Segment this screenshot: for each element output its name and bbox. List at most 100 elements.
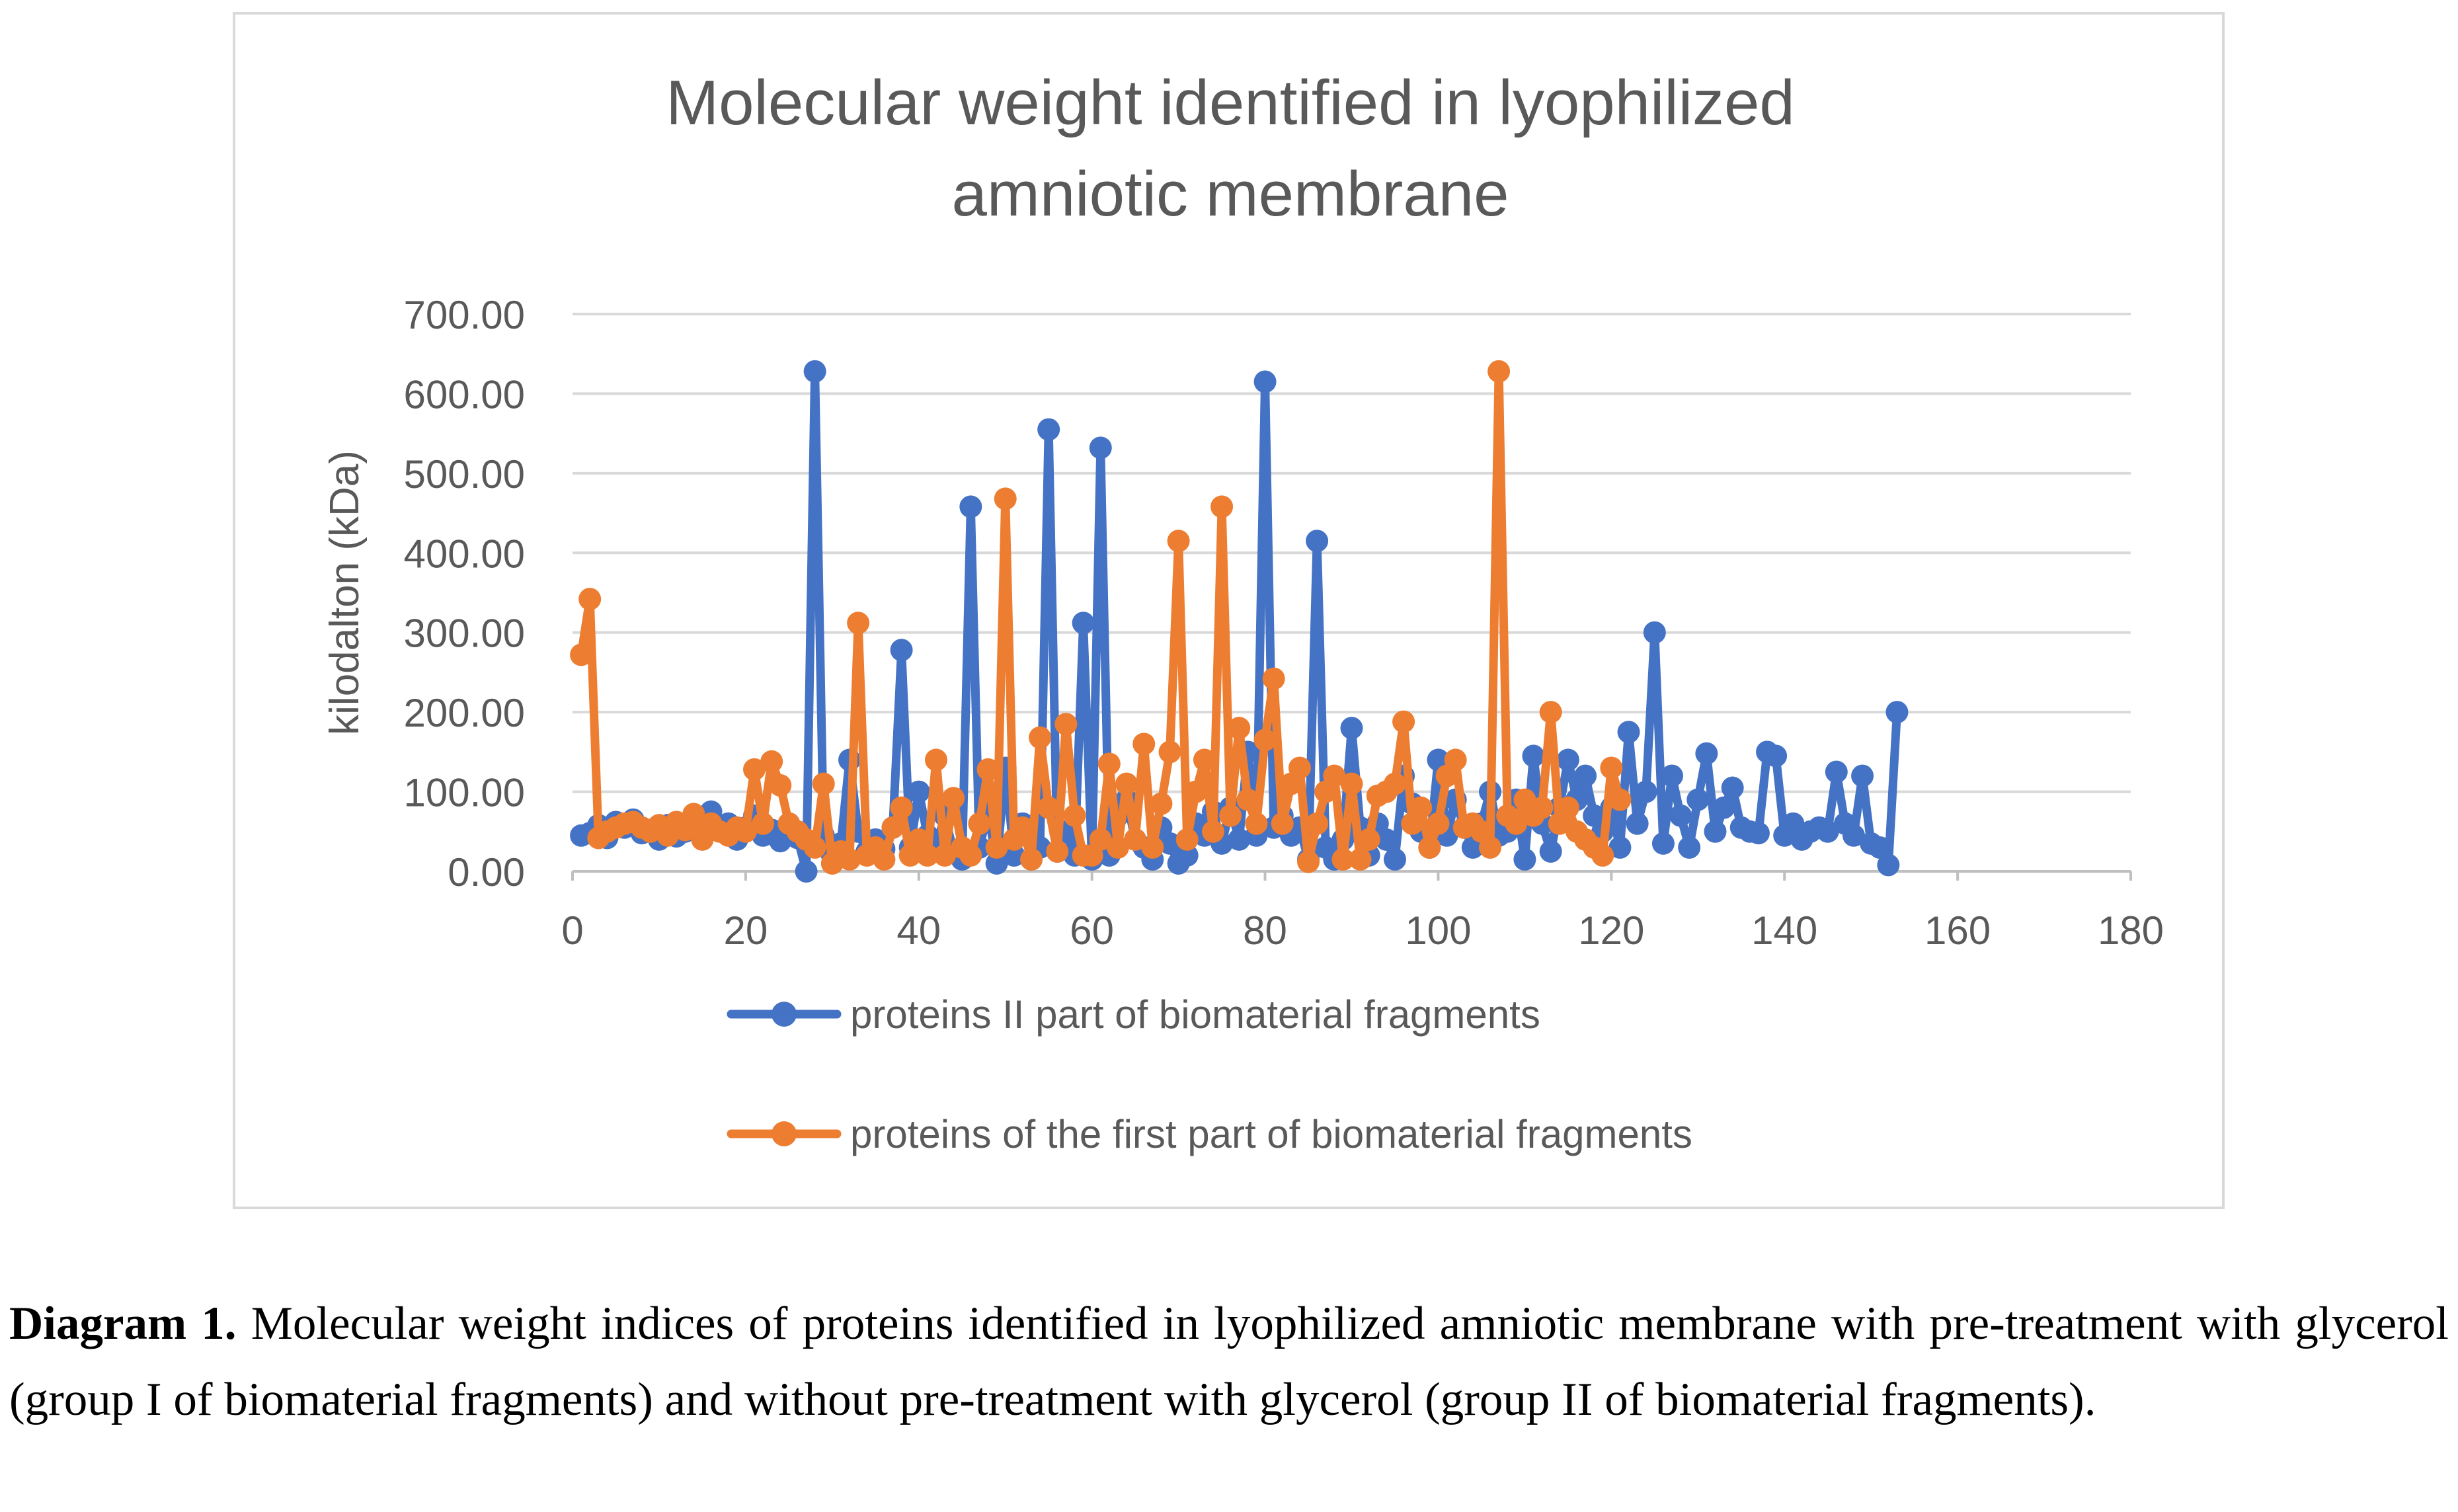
legend-entry-2: proteins of the first part of biomateria…: [727, 1112, 1692, 1156]
x-tick-label: 20: [724, 908, 768, 953]
legend: proteins II part of biomaterial fragment…: [727, 992, 1692, 1156]
data-point: [682, 803, 705, 826]
data-point: [838, 848, 861, 871]
data-point: [1002, 844, 1025, 867]
data-point: [1574, 764, 1597, 787]
data-point: [1046, 840, 1069, 863]
data-point: [907, 780, 930, 803]
data-point: [933, 844, 957, 867]
data-point: [1306, 812, 1329, 835]
data-point: [1236, 788, 1259, 811]
data-point: [1600, 756, 1623, 779]
data-point: [1210, 495, 1234, 518]
data-point: [1340, 772, 1363, 795]
data-point: [1219, 804, 1242, 827]
x-tick-label: 0: [561, 908, 583, 953]
data-point: [1097, 752, 1121, 776]
data-point: [803, 836, 826, 859]
series-2: [570, 360, 1632, 875]
y-tick-label: 0.00: [448, 850, 525, 895]
data-point: [1306, 530, 1329, 553]
data-point: [742, 758, 766, 781]
data-point: [1556, 748, 1579, 772]
data-point: [890, 796, 913, 819]
legend-marker: [772, 1002, 797, 1027]
data-point: [1608, 836, 1632, 859]
data-point: [1626, 812, 1649, 835]
data-point: [752, 812, 775, 835]
data-point: [1037, 418, 1060, 441]
data-point: [847, 612, 870, 635]
legend-label: proteins II part of biomaterial fragment…: [850, 992, 1540, 1037]
data-point: [760, 750, 783, 773]
data-point: [985, 836, 1008, 859]
data-point: [1193, 748, 1216, 772]
data-point: [1487, 360, 1511, 383]
y-tick-label: 100.00: [403, 771, 525, 815]
data-point: [1651, 832, 1675, 855]
data-point: [1418, 836, 1441, 859]
series-lines: [570, 360, 1909, 883]
line-chart: Molecular weight identified in lyophiliz…: [322, 67, 2164, 1156]
x-tick-label: 60: [1070, 908, 1114, 953]
data-point: [881, 816, 904, 839]
data-point: [959, 844, 982, 867]
chart-title: Molecular weight identified in lyophiliz…: [666, 67, 1795, 229]
y-tick-label: 400.00: [403, 532, 525, 576]
data-point: [1150, 792, 1173, 815]
data-point: [890, 639, 913, 662]
data-point: [1444, 748, 1467, 772]
data-point: [1539, 840, 1562, 863]
gridlines: [573, 313, 2131, 793]
legend-entry-1: proteins II part of biomaterial fragment…: [727, 992, 1540, 1037]
chart-container: Molecular weight identified in lyophiliz…: [233, 12, 2225, 1209]
caption-label: Diagram 1.: [9, 1298, 237, 1349]
data-point: [1695, 742, 1718, 765]
data-point: [1089, 436, 1112, 459]
data-point: [976, 758, 1000, 781]
data-point: [1556, 796, 1579, 819]
data-point: [1184, 780, 1207, 803]
data-point: [1383, 772, 1406, 795]
data-point: [1124, 828, 1147, 851]
y-tick-label: 300.00: [403, 612, 525, 656]
data-point: [1228, 828, 1251, 851]
data-point: [1747, 822, 1770, 845]
chart-title-line: Molecular weight identified in lyophiliz…: [666, 67, 1795, 138]
data-point: [1357, 828, 1380, 851]
chart-title-line: amniotic membrane: [952, 159, 1509, 229]
data-point: [1029, 726, 1052, 749]
data-point: [916, 844, 939, 867]
data-point: [769, 830, 792, 853]
data-point: [1427, 812, 1450, 835]
data-point: [1539, 701, 1562, 724]
data-point: [570, 643, 593, 666]
data-point: [1331, 848, 1355, 871]
data-point: [1669, 804, 1692, 827]
data-point: [1340, 717, 1363, 740]
data-point: [1842, 824, 1865, 847]
legend-marker: [772, 1121, 797, 1146]
data-point: [1158, 832, 1181, 855]
data-point: [1392, 710, 1415, 733]
data-point: [1383, 848, 1406, 871]
data-point: [1175, 828, 1199, 851]
x-tick-label: 100: [1405, 908, 1471, 953]
data-point: [1530, 796, 1554, 819]
data-point: [1106, 836, 1129, 859]
x-tick-label: 80: [1243, 908, 1287, 953]
data-point: [795, 860, 818, 883]
data-point: [1505, 812, 1528, 835]
data-point: [1678, 836, 1701, 859]
data-point: [1643, 621, 1666, 644]
data-point: [1712, 796, 1735, 819]
data-point: [1158, 740, 1181, 764]
data-point: [1634, 780, 1657, 803]
y-axis-title: kilodalton (kDa): [322, 450, 368, 735]
data-point: [1132, 733, 1156, 756]
data-point: [924, 748, 947, 772]
data-point: [1522, 744, 1545, 768]
data-point: [1228, 717, 1251, 740]
x-tick-label: 120: [1578, 908, 1644, 953]
data-point: [959, 495, 982, 518]
